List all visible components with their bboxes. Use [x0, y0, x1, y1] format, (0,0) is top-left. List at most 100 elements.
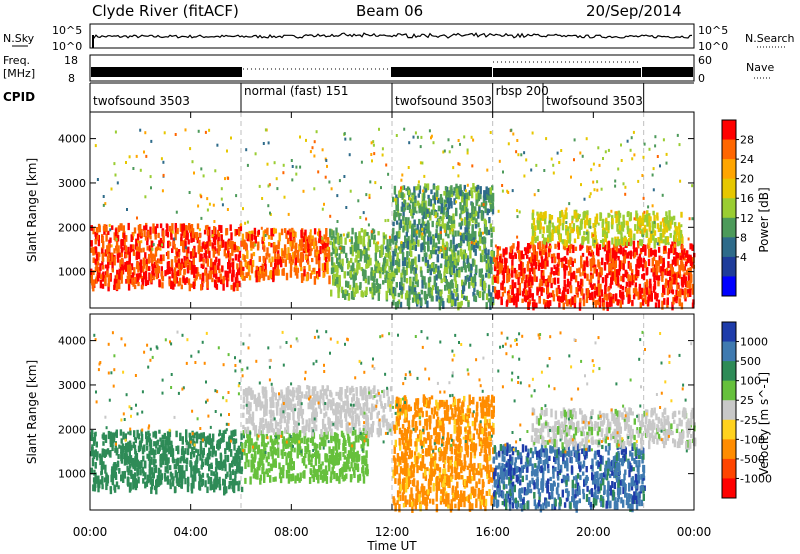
data-cell — [304, 255, 308, 261]
data-cell — [262, 235, 265, 242]
data-cell — [142, 455, 145, 462]
data-cell — [613, 258, 616, 264]
data-cell — [152, 223, 155, 231]
data-cell — [120, 250, 123, 258]
data-cell — [553, 277, 557, 285]
data-cell — [194, 252, 197, 258]
scatter-cell — [550, 157, 553, 161]
data-cell — [575, 209, 578, 215]
data-cell — [509, 285, 512, 290]
data-cell — [659, 221, 663, 227]
data-cell — [263, 245, 266, 252]
data-cell — [474, 231, 477, 240]
data-cell — [120, 247, 124, 253]
data-cell — [673, 235, 676, 242]
scatter-cell — [405, 188, 408, 192]
data-cell — [597, 277, 600, 284]
data-cell — [678, 239, 681, 246]
data-cell — [115, 481, 119, 487]
data-cell — [206, 241, 209, 247]
data-cell — [292, 429, 296, 438]
data-cell — [92, 270, 95, 276]
data-cell — [336, 265, 339, 273]
data-cell — [326, 268, 329, 275]
data-cell — [564, 294, 568, 300]
data-cell — [672, 215, 676, 221]
data-cell — [121, 471, 124, 476]
data-cell — [641, 274, 644, 279]
data-cell — [438, 297, 441, 303]
data-cell — [503, 286, 506, 294]
scatter-cell — [387, 172, 390, 176]
data-cell — [343, 461, 346, 467]
data-cell — [224, 241, 227, 251]
data-cell — [384, 277, 387, 284]
data-cell — [355, 235, 358, 245]
data-cell — [181, 465, 184, 474]
data-cell — [606, 241, 609, 249]
data-cell — [238, 464, 241, 474]
data-cell — [97, 475, 100, 481]
data-cell — [651, 231, 654, 238]
scatter-cell — [132, 167, 135, 170]
scatter-cell — [602, 227, 605, 231]
data-cell — [180, 476, 183, 484]
data-cell — [133, 430, 136, 437]
data-cell — [229, 262, 232, 268]
data-cell — [137, 252, 141, 260]
data-cell — [97, 484, 100, 493]
data-cell — [572, 271, 576, 280]
data-cell — [252, 464, 256, 469]
data-cell — [536, 235, 539, 242]
data-cell — [361, 292, 364, 298]
data-cell — [192, 253, 195, 262]
scatter-cell — [592, 180, 595, 184]
data-cell — [400, 277, 403, 286]
scatter-cell — [240, 223, 242, 227]
data-cell — [221, 433, 224, 438]
scatter-cell — [412, 135, 415, 139]
data-cell — [321, 263, 325, 271]
data-cell — [658, 266, 661, 273]
data-cell — [531, 276, 534, 286]
data-cell — [117, 453, 120, 460]
data-cell — [225, 253, 228, 259]
data-cell — [647, 248, 651, 258]
data-cell — [146, 445, 149, 451]
data-cell — [182, 262, 186, 269]
data-cell — [262, 463, 265, 471]
data-cell — [280, 228, 284, 236]
data-cell — [378, 283, 382, 289]
data-cell — [174, 256, 177, 263]
data-cell — [379, 271, 382, 279]
data-cell — [527, 279, 531, 287]
data-cell — [538, 249, 542, 255]
data-cell — [225, 228, 229, 235]
data-cell — [96, 451, 99, 458]
data-cell — [626, 211, 629, 218]
scatter-cell — [466, 151, 469, 155]
data-cell — [319, 246, 322, 255]
scatter-cell — [317, 170, 320, 174]
data-cell — [380, 267, 383, 273]
data-cell — [329, 240, 332, 246]
scatter-cell — [214, 169, 217, 173]
scatter-cell — [552, 163, 555, 167]
data-cell — [263, 474, 266, 484]
data-cell — [667, 248, 671, 255]
data-cell — [408, 204, 412, 214]
data-cell — [567, 237, 570, 244]
data-cell — [603, 294, 606, 301]
scatter-cell — [691, 184, 694, 188]
data-cell — [610, 297, 613, 307]
data-cell — [483, 283, 487, 291]
data-cell — [163, 472, 167, 479]
data-cell — [386, 244, 389, 250]
data-cell — [414, 195, 417, 203]
data-cell — [490, 195, 493, 204]
data-cell — [493, 277, 497, 283]
data-cell — [631, 269, 634, 274]
data-cell — [200, 253, 203, 261]
scatter-cell — [266, 162, 269, 166]
